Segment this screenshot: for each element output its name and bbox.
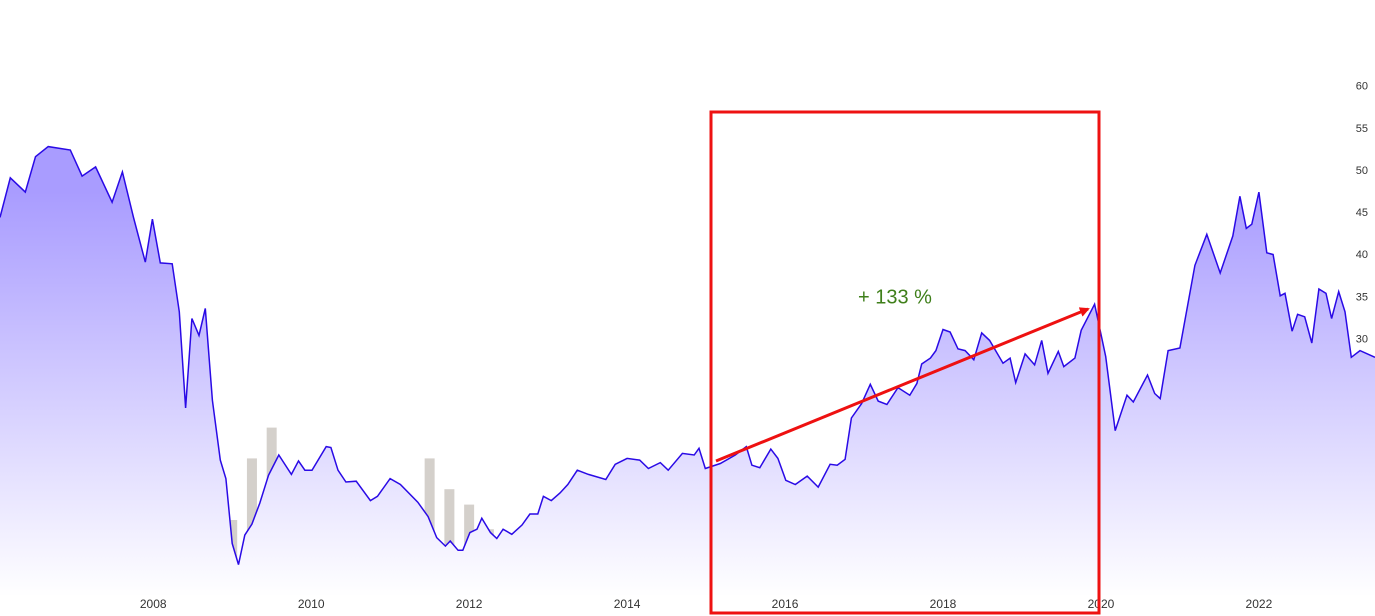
x-tick-label: 2014 [614, 597, 641, 611]
y-tick-label: 45 [1356, 207, 1368, 219]
x-tick-label: 2010 [298, 597, 325, 611]
x-tick-label: 2012 [456, 597, 483, 611]
y-tick-label: 50 [1356, 165, 1368, 177]
x-tick-label: 2022 [1246, 597, 1273, 611]
x-tick-label: 2008 [140, 597, 167, 611]
y-tick-label: 60 [1356, 81, 1368, 93]
annotation: + 133 % [858, 286, 932, 308]
trend-arrow [715, 307, 1090, 463]
y-tick-label: 40 [1356, 249, 1368, 261]
price-line [0, 145, 1375, 565]
highlight-box [709, 110, 1101, 615]
x-tick-label: 2016 [772, 597, 799, 611]
x-tick-label: 2020 [1088, 597, 1115, 611]
y-tick-label: 35 [1356, 291, 1368, 303]
price-area [0, 146, 1375, 597]
x-tick-label: 2018 [930, 597, 957, 611]
y-tick-label: 30 [1356, 334, 1368, 346]
y-tick-label: 55 [1356, 123, 1368, 135]
